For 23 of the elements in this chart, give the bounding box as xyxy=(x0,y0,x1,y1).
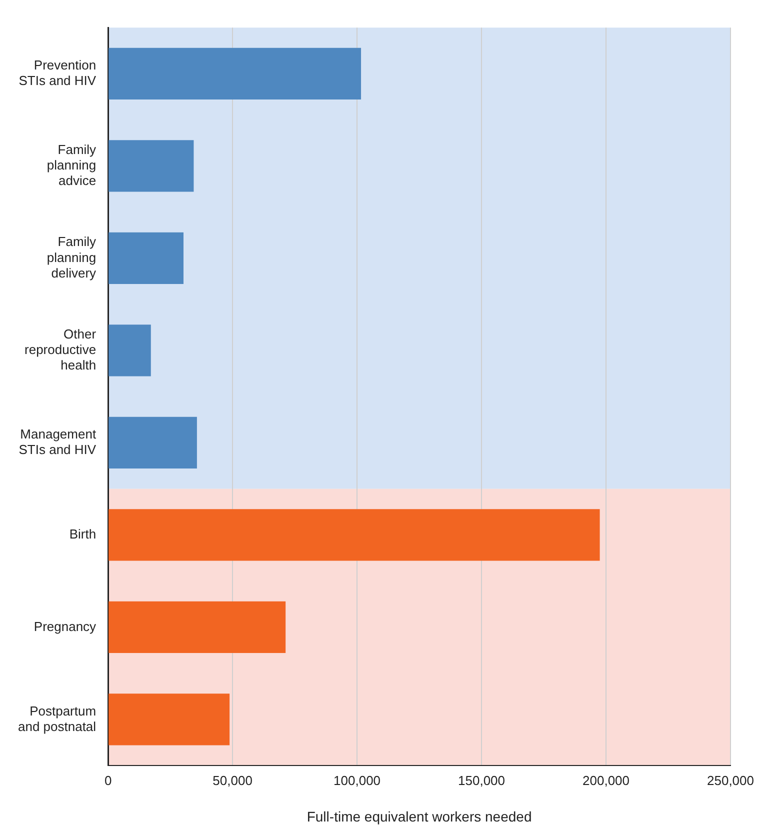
bar xyxy=(108,694,230,746)
y-tick-label: Other reproductive health xyxy=(24,326,97,373)
x-tick-label: 250,000 xyxy=(707,772,754,788)
y-tick-label: Prevention STIs and HIV xyxy=(18,58,96,88)
x-tick-label: 200,000 xyxy=(582,772,630,788)
y-tick-label: Management STIs and HIV xyxy=(18,426,96,458)
bar xyxy=(108,324,151,376)
y-tick-label: Pregnancy xyxy=(34,618,97,634)
y-tick-label: Family planning delivery xyxy=(46,234,97,280)
bar xyxy=(108,48,362,100)
bar xyxy=(108,140,194,192)
y-tick-label: Family planning advice xyxy=(46,142,97,188)
x-tick-label: 150,000 xyxy=(458,772,506,788)
y-tick-label: Postpartum and postnatal xyxy=(18,703,96,734)
x-tick-label: 50,000 xyxy=(212,772,252,788)
y-tick-label: Birth xyxy=(69,526,96,542)
bar xyxy=(108,416,197,469)
bar xyxy=(108,509,600,561)
bar xyxy=(108,232,184,284)
x-tick-label: 100,000 xyxy=(334,772,381,788)
bar xyxy=(108,601,286,654)
x-tick-label: 0 xyxy=(104,772,112,788)
x-axis-title: Full-time equivalent workers needed xyxy=(306,808,532,824)
